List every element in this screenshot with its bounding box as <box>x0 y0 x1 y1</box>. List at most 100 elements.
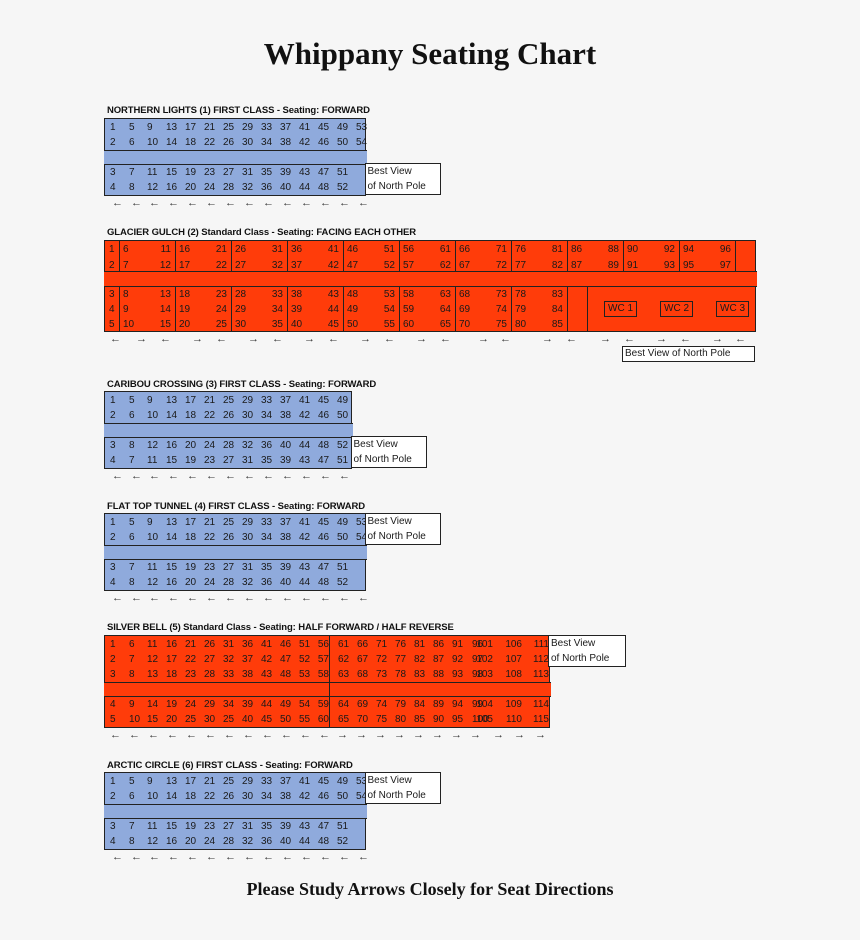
seat[interactable]: 20 <box>185 182 197 193</box>
seat[interactable]: 90 <box>433 714 445 725</box>
seat[interactable]: 40 <box>280 836 292 847</box>
seat[interactable]: 46 <box>318 791 330 802</box>
seat[interactable]: 15 <box>147 714 159 725</box>
seat[interactable]: 38 <box>280 532 292 543</box>
seat[interactable]: 6 <box>129 137 135 148</box>
seat[interactable]: 54 <box>383 304 395 315</box>
seat[interactable]: 2 <box>110 654 116 665</box>
seat[interactable]: 39 <box>280 455 292 466</box>
seat[interactable]: 14 <box>166 791 178 802</box>
seat[interactable]: 44 <box>299 182 311 193</box>
seat[interactable]: 45 <box>327 319 339 330</box>
seat[interactable]: 88 <box>607 244 619 255</box>
seat[interactable]: 74 <box>376 699 388 710</box>
seat[interactable]: 29 <box>235 304 247 315</box>
seat[interactable]: 18 <box>185 410 197 421</box>
seat[interactable]: 44 <box>327 304 339 315</box>
seat[interactable]: 40 <box>280 440 292 451</box>
seat[interactable]: 20 <box>185 440 197 451</box>
seat[interactable]: 48 <box>318 440 330 451</box>
seat[interactable]: 57 <box>317 654 329 665</box>
seat[interactable]: 33 <box>261 395 273 406</box>
seat[interactable]: 72 <box>376 654 388 665</box>
seat[interactable]: 41 <box>327 244 339 255</box>
seat[interactable]: 29 <box>242 395 254 406</box>
seat[interactable]: 41 <box>261 639 273 650</box>
seat[interactable]: 9 <box>123 304 129 315</box>
seat[interactable]: 21 <box>215 244 227 255</box>
seat[interactable]: 19 <box>185 821 197 832</box>
seat[interactable]: 63 <box>439 289 451 300</box>
seat[interactable]: 59 <box>317 699 329 710</box>
seat[interactable]: 16 <box>166 639 178 650</box>
seat[interactable]: 7 <box>129 821 135 832</box>
seat[interactable]: 93 <box>663 260 675 271</box>
seat[interactable]: 31 <box>242 167 254 178</box>
seat[interactable]: 65 <box>338 714 350 725</box>
seat[interactable]: 75 <box>376 714 388 725</box>
seat[interactable]: 83 <box>551 289 563 300</box>
seat[interactable]: 53 <box>383 289 395 300</box>
seat[interactable]: 25 <box>223 395 235 406</box>
seat[interactable]: 107 <box>505 654 522 665</box>
seat[interactable]: 65 <box>439 319 451 330</box>
seat[interactable]: 49 <box>347 304 359 315</box>
seat[interactable]: 15 <box>166 821 178 832</box>
seat[interactable]: 11 <box>147 167 158 178</box>
seat[interactable]: 31 <box>271 244 283 255</box>
seat[interactable]: 33 <box>271 289 283 300</box>
seat[interactable]: 50 <box>337 410 349 421</box>
seat[interactable]: 17 <box>185 517 197 528</box>
seat[interactable]: 67 <box>357 654 369 665</box>
seat[interactable]: 30 <box>242 410 254 421</box>
seat[interactable]: 15 <box>166 455 178 466</box>
seat[interactable]: 7 <box>129 562 135 573</box>
seat[interactable]: 45 <box>318 122 330 133</box>
seat[interactable]: 42 <box>327 260 339 271</box>
seat[interactable]: 34 <box>223 699 235 710</box>
seat[interactable]: 83 <box>414 669 426 680</box>
seat[interactable]: 91 <box>452 639 464 650</box>
seat[interactable]: 69 <box>357 699 369 710</box>
seat[interactable]: 24 <box>204 440 216 451</box>
seat[interactable]: 99 <box>472 699 484 710</box>
seat[interactable]: 15 <box>166 167 178 178</box>
seat[interactable]: 3 <box>109 289 115 300</box>
seat[interactable]: 68 <box>459 289 471 300</box>
seat[interactable]: 32 <box>242 440 254 451</box>
seat[interactable]: 5 <box>129 517 135 528</box>
seat[interactable]: 43 <box>261 669 273 680</box>
seat[interactable]: 53 <box>356 517 368 528</box>
seat[interactable]: 94 <box>452 699 464 710</box>
seat[interactable]: 53 <box>356 776 368 787</box>
seat[interactable]: 40 <box>291 319 303 330</box>
seat[interactable]: 13 <box>159 289 171 300</box>
seat[interactable]: 22 <box>204 410 216 421</box>
seat[interactable]: 3 <box>110 440 116 451</box>
seat[interactable]: 8 <box>123 289 129 300</box>
seat[interactable]: 66 <box>459 244 471 255</box>
seat[interactable]: 35 <box>261 455 273 466</box>
seat[interactable]: 40 <box>280 577 292 588</box>
seat[interactable]: 21 <box>204 776 216 787</box>
seat[interactable]: 47 <box>318 562 330 573</box>
seat[interactable]: 85 <box>551 319 563 330</box>
seat[interactable]: 17 <box>185 122 197 133</box>
seat[interactable]: 2 <box>110 532 116 543</box>
seat[interactable]: 105 <box>476 714 493 725</box>
seat[interactable]: 23 <box>204 562 216 573</box>
seat[interactable]: 33 <box>261 122 273 133</box>
seat[interactable]: 38 <box>280 791 292 802</box>
seat[interactable]: 62 <box>439 260 451 271</box>
seat[interactable]: 22 <box>215 260 227 271</box>
seat[interactable]: 22 <box>185 654 197 665</box>
seat[interactable]: 44 <box>299 836 311 847</box>
seat[interactable]: 42 <box>261 654 273 665</box>
seat[interactable]: 19 <box>179 304 191 315</box>
seat[interactable]: 13 <box>166 517 178 528</box>
seat[interactable]: 46 <box>280 639 292 650</box>
seat[interactable]: 28 <box>223 182 235 193</box>
seat[interactable]: 85 <box>414 714 426 725</box>
seat[interactable]: 70 <box>357 714 369 725</box>
seat[interactable]: 4 <box>110 577 116 588</box>
